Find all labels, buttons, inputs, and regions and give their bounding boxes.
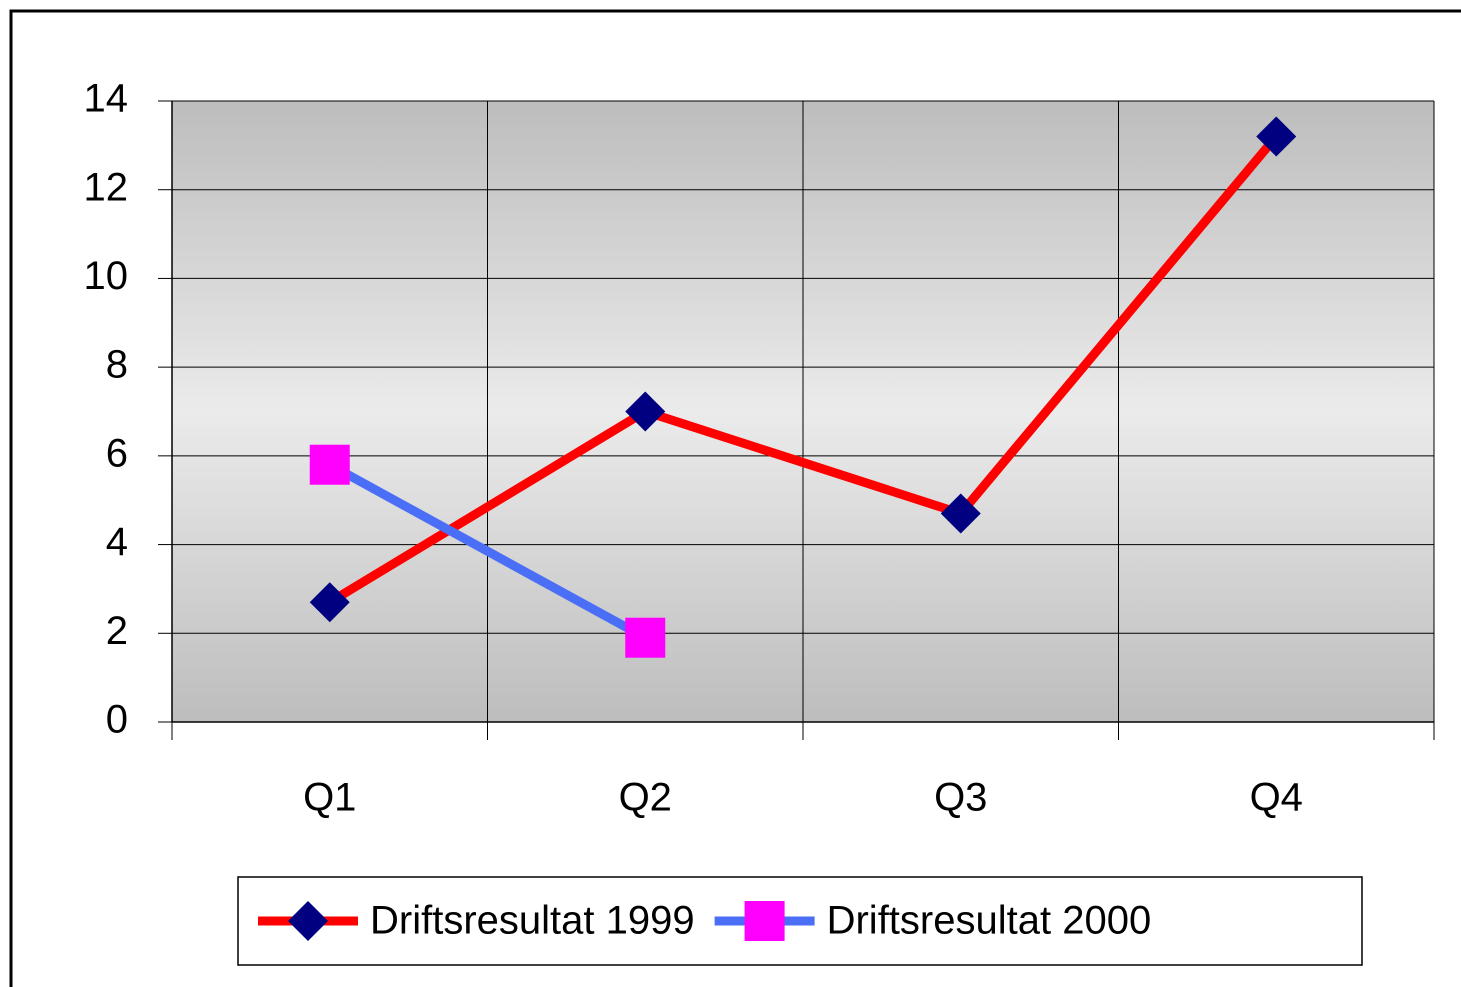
y-tick-label: 2 bbox=[106, 609, 128, 653]
y-tick-label: 0 bbox=[106, 698, 128, 742]
y-tick-label: 12 bbox=[84, 165, 129, 209]
legend-label: Driftsresultat 1999 bbox=[370, 899, 695, 943]
x-tick-label: Q3 bbox=[934, 776, 987, 820]
series-line bbox=[327, 133, 1280, 607]
data-point bbox=[625, 391, 666, 432]
data-point bbox=[1256, 116, 1297, 157]
legend-marker bbox=[744, 901, 785, 941]
data-point bbox=[625, 617, 666, 658]
data-point bbox=[309, 444, 350, 485]
legend-marker bbox=[288, 901, 328, 941]
data-point bbox=[309, 582, 350, 623]
y-tick-label: 8 bbox=[106, 343, 128, 387]
chart-frame bbox=[9, 9, 1461, 987]
y-tick-label: 10 bbox=[84, 254, 129, 298]
y-tick-label: 4 bbox=[106, 520, 128, 564]
data-point bbox=[940, 493, 981, 534]
x-tick-label: Q4 bbox=[1250, 776, 1303, 820]
x-tick-label: Q2 bbox=[619, 776, 672, 820]
y-tick-label: 14 bbox=[84, 77, 129, 121]
legend-label: Driftsresultat 2000 bbox=[827, 899, 1152, 943]
y-tick-label: 6 bbox=[106, 431, 128, 475]
series-line bbox=[327, 460, 648, 642]
x-tick-label: Q1 bbox=[303, 776, 356, 820]
